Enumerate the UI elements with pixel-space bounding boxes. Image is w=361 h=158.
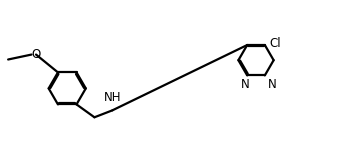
Text: NH: NH [104, 91, 121, 104]
Text: N: N [241, 78, 249, 91]
Text: Cl: Cl [270, 36, 282, 50]
Text: N: N [268, 78, 277, 91]
Text: O: O [31, 48, 41, 61]
